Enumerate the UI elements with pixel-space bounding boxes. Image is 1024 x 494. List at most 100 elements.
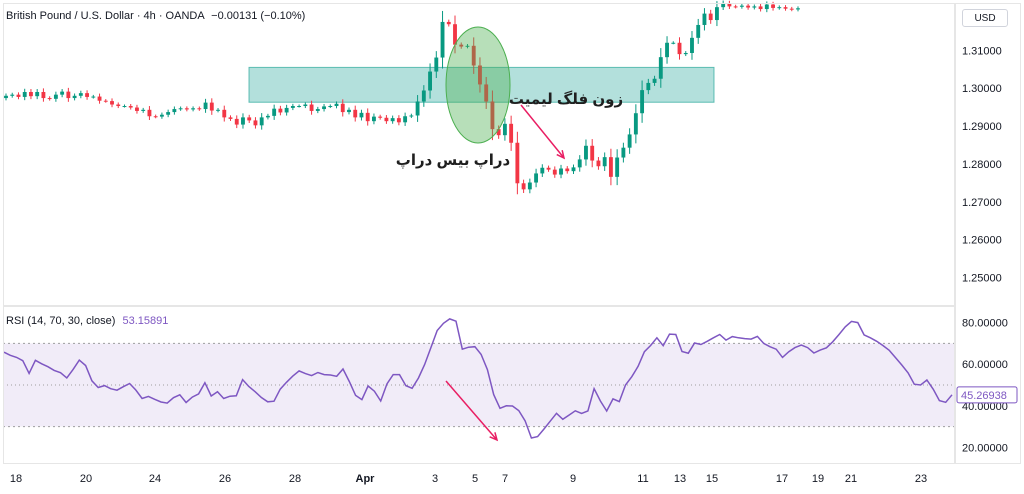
candle [608,148,613,186]
candle [290,103,295,111]
candle [334,101,339,109]
candle-body [764,4,769,10]
candle [546,165,551,172]
candle [353,105,358,122]
candle [484,76,489,109]
candle-body [608,157,613,177]
candle [571,164,576,175]
candle-body [85,93,90,97]
candle-body [733,6,738,8]
candle [565,166,570,174]
candle-body [502,123,507,136]
candle [359,109,364,121]
symbol-title[interactable]: British Pound / U.S. Dollar · 4h · OANDA… [6,10,305,22]
candle [727,0,732,9]
candle [428,63,432,99]
candle [777,5,782,10]
candle [234,115,239,129]
candle-body [172,109,177,113]
candle [521,179,526,193]
candle [184,106,189,112]
price-tick-label: 1.29000 [962,121,1002,133]
candle-body [128,106,133,108]
candle [652,75,657,86]
candle-body [534,173,539,183]
candle-body [365,112,370,122]
currency-button[interactable]: USD [962,9,1008,27]
candle-body [665,42,669,58]
candle [690,31,694,60]
arrow-shaft [445,380,498,441]
candle [41,88,46,102]
candle-body [35,92,40,97]
candle-body [328,106,333,108]
candle-body [378,116,383,118]
candle-body [521,183,526,190]
candle-body [771,4,775,8]
candle-body [490,101,495,130]
rsi-line [3,318,953,439]
candle [714,1,719,27]
candle-body [184,108,189,110]
candle-body [596,160,601,167]
candle-body [415,101,420,116]
candle [216,108,220,113]
candle [259,113,264,130]
candle [128,103,133,110]
time-tick-label: 9 [570,473,576,485]
candle-body [178,108,183,110]
candle [178,106,183,111]
candle [421,85,426,107]
candle-body [347,109,351,113]
candle [515,131,520,195]
price-tick-label: 1.25000 [962,273,1002,285]
candle-body [646,82,651,91]
candle [340,99,345,117]
candle [209,98,214,115]
candle [440,10,445,69]
candle [540,164,545,177]
rsi-value: 53.15891 [122,315,169,327]
candle-body [796,8,800,10]
candle [434,51,439,78]
candle-body [309,104,314,111]
candle [228,115,233,121]
rsi-title[interactable]: RSI (14, 70, 30, close) 53.15891 [6,315,168,327]
candle [708,9,713,24]
candle [166,109,171,118]
candle [496,125,501,139]
rsi-tick-label: 40.00000 [962,401,1008,413]
time-tick-label: 15 [706,473,718,485]
candle [85,90,90,100]
arrow-head [556,150,566,160]
candle [527,178,532,194]
candle [153,114,158,119]
candle [309,100,314,115]
candle [789,6,794,12]
candle-body [752,6,757,8]
rsi-last-value-badge: 45.26938 [956,386,1018,404]
candle-body [91,96,96,98]
candle-body [153,116,158,118]
candle-body [446,21,451,25]
candle [559,164,563,179]
candle-body [72,95,77,99]
candle [633,104,638,144]
candle-body [191,108,196,110]
price-tick-label: 1.27000 [962,197,1002,209]
candle-body [353,109,358,118]
candle [47,96,52,101]
candle-body [78,93,83,96]
candle-body [60,91,65,95]
candle [384,115,389,124]
candle-body [640,90,645,114]
candle-body [122,106,127,108]
time-tick-label: 19 [812,473,824,485]
pattern-label: دراپ بیس دراپ [396,152,511,169]
candle [602,152,607,171]
candle-body [272,108,277,116]
candle-body [41,92,46,99]
candle [403,112,408,126]
candle [696,18,701,44]
